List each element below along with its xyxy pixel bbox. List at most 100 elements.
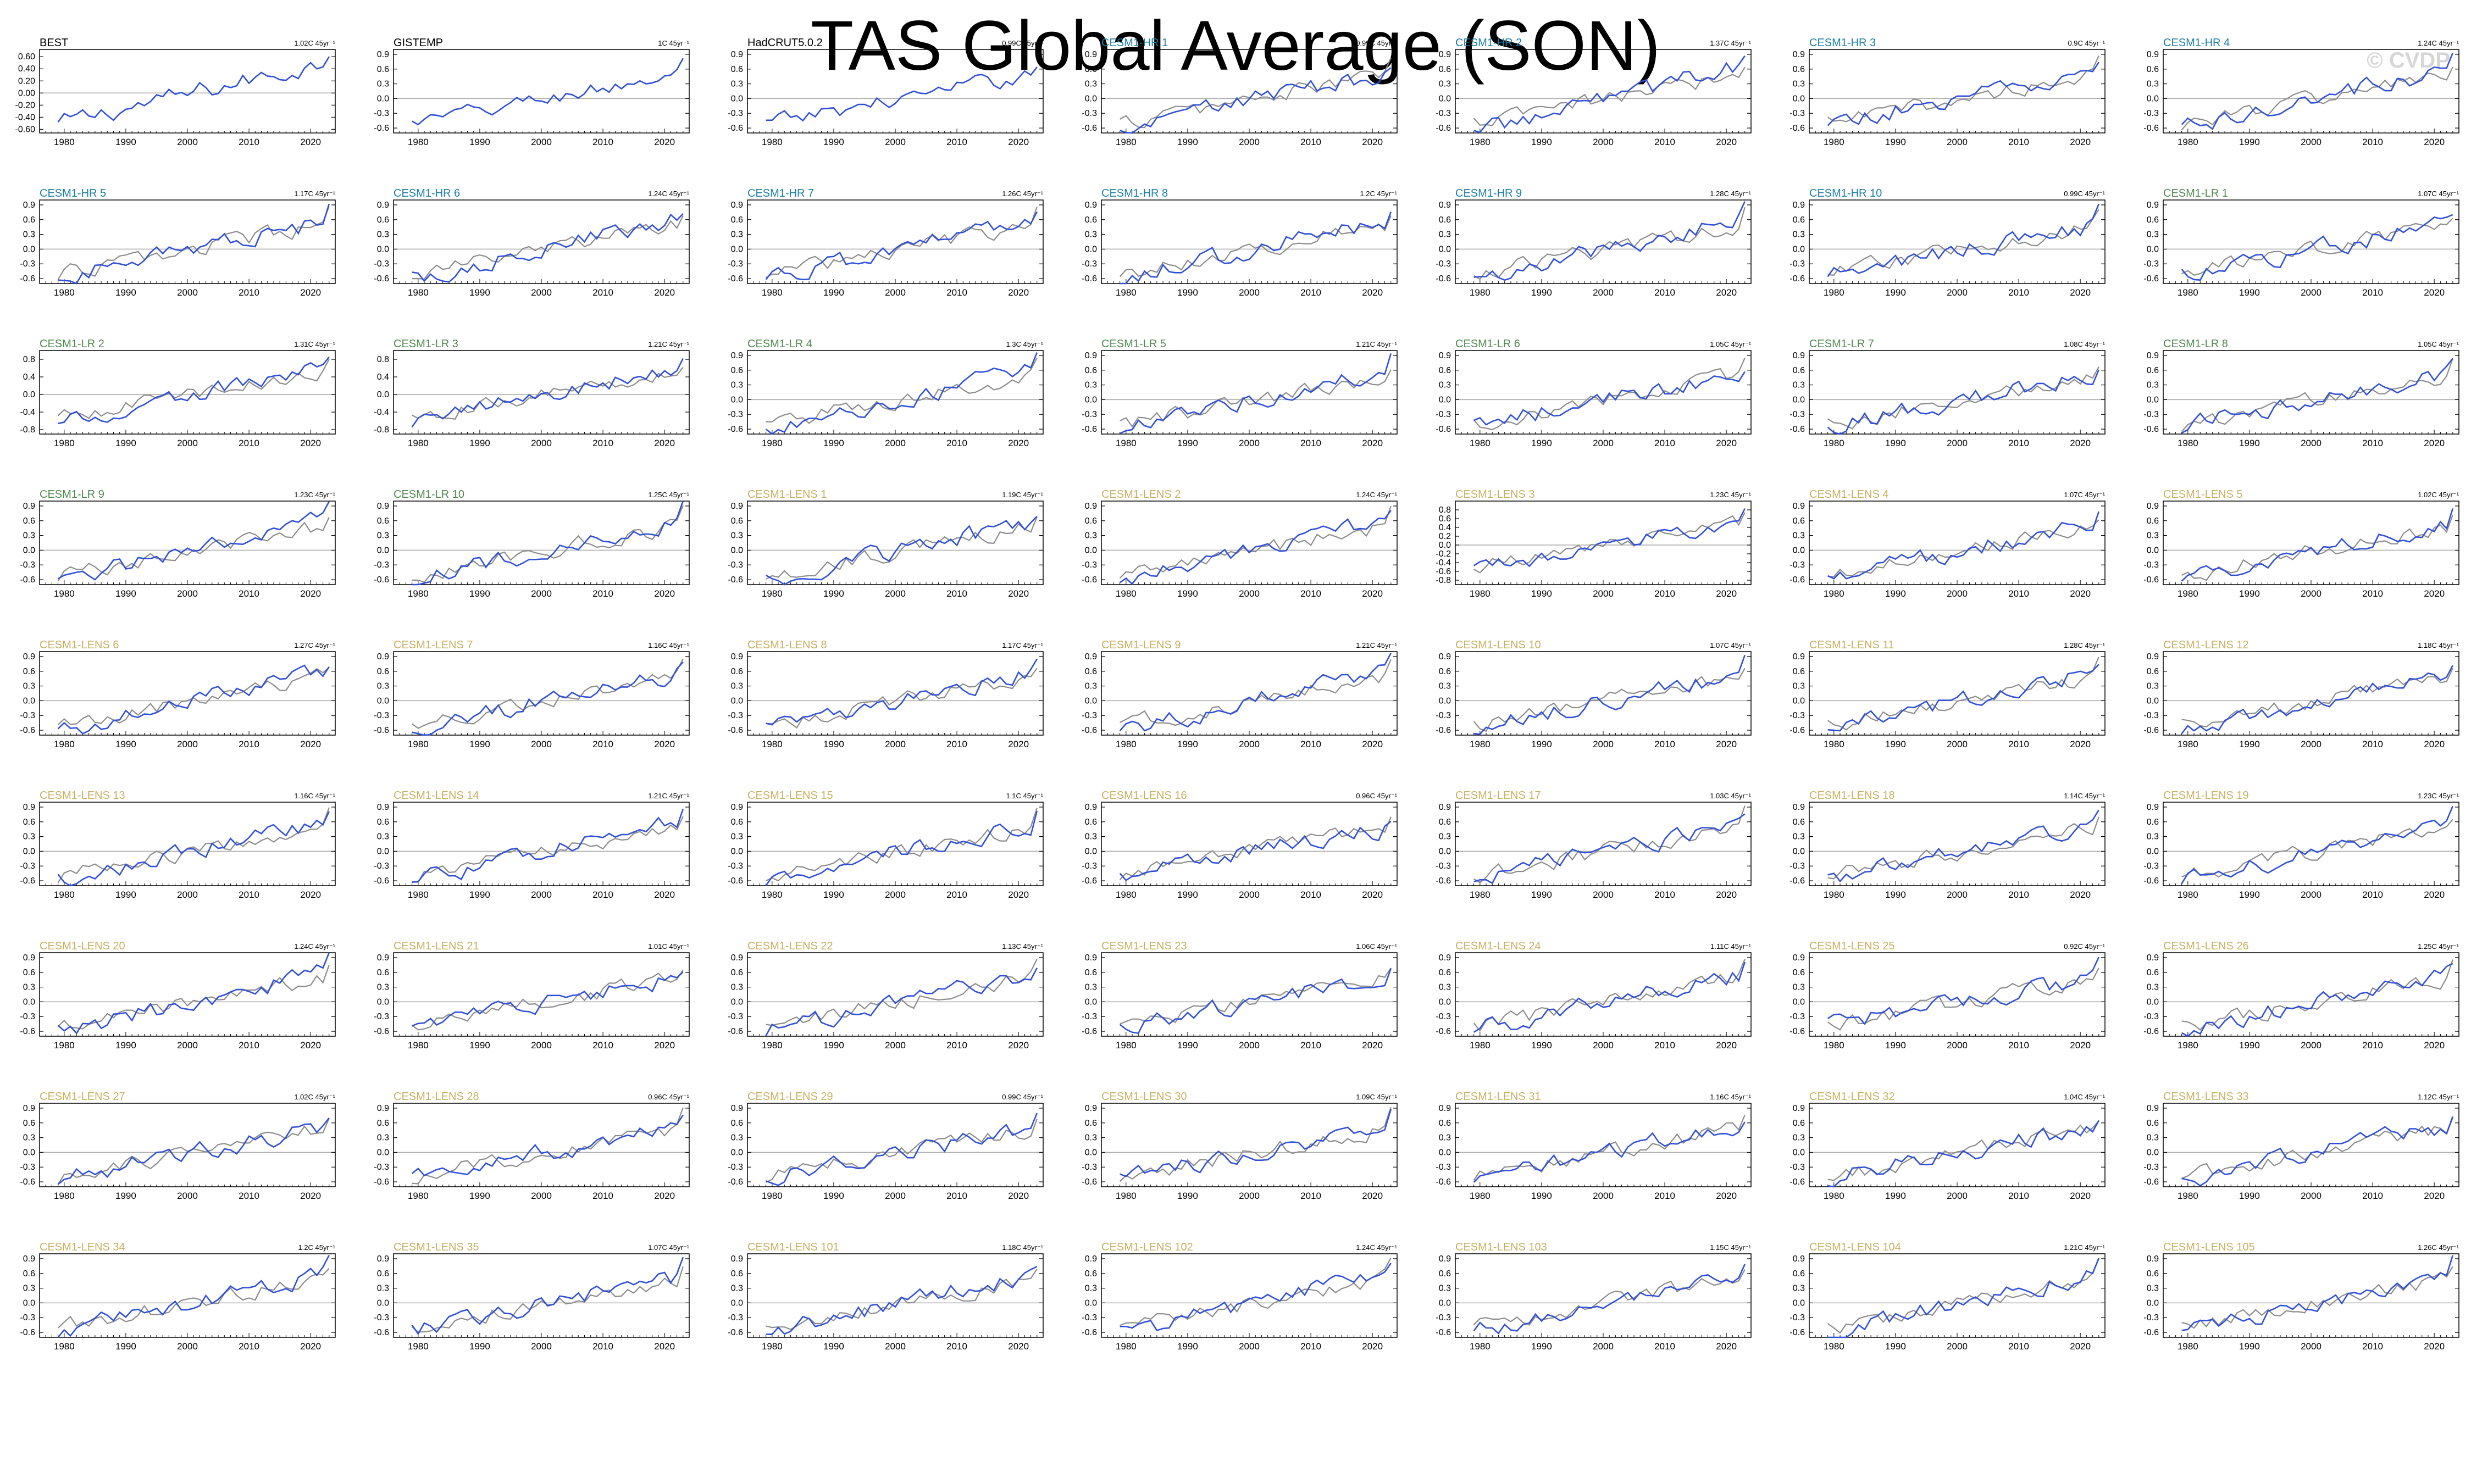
panel-trend-label: 1.02C 45yr⁻¹: [294, 39, 335, 47]
x-tick-label: 1990: [1177, 1040, 1198, 1051]
plot-frame: [1101, 199, 1398, 284]
panel-title: CESM1-LENS 1: [747, 488, 827, 501]
series-line-model: [411, 358, 684, 427]
x-tick-label: 2020: [1362, 739, 1383, 749]
series-line-model: [1120, 212, 1392, 285]
x-tick-label: 1990: [2239, 588, 2260, 599]
y-tick-label: -0.3: [1436, 259, 1451, 269]
y-tick-label: -0.3: [728, 259, 743, 269]
y-tick-label: -0.3: [1082, 560, 1097, 570]
x-tick-label: 2020: [1362, 1040, 1383, 1051]
plot-frame: [1809, 802, 2106, 886]
x-tick-label: 2000: [885, 438, 906, 448]
x-tick-label: 2010: [592, 588, 613, 599]
panel-title: CESM1-LENS 33: [2163, 1091, 2249, 1103]
plot-frame: [1455, 1103, 1752, 1187]
plot-frame: [393, 199, 690, 284]
x-tick-label: 2000: [2301, 438, 2322, 448]
y-tick-label: -0.6: [1082, 1328, 1097, 1337]
y-tick-label: 0.9: [2147, 652, 2159, 662]
y-tick-label: -0.3: [1436, 410, 1451, 419]
series-line-observed: [2181, 819, 2453, 878]
y-tick-label: 0.3: [377, 531, 389, 541]
x-tick-label: 2000: [1593, 137, 1614, 147]
y-tick-label: -0.3: [1789, 560, 1805, 570]
panel-trend-label: 1.26C 45yr⁻¹: [2418, 1243, 2459, 1252]
series-line-observed: [2181, 668, 2453, 727]
x-tick-label: 1980: [762, 1040, 783, 1051]
y-tick-label: 0.3: [2147, 832, 2159, 842]
panel: 0.9 0.6 0.3 0.0 -0.3 -0.6 1980 1990 2000 2010 2020…: [728, 488, 1044, 599]
series-line-model: [766, 1113, 1038, 1186]
series-line-model: [412, 971, 684, 1027]
series-line-model: [57, 1117, 330, 1185]
y-tick-label: 0.3: [2147, 682, 2159, 691]
y-tick-label: 0.6: [23, 968, 35, 977]
panel-title: CESM1-LENS 32: [1809, 1091, 1895, 1103]
x-tick-label: 1990: [115, 1341, 136, 1352]
y-tick-label: 0.0: [731, 244, 743, 254]
y-tick-label: 0.6: [1439, 1119, 1451, 1128]
series-line-observed: [1119, 215, 1392, 277]
y-tick-label: -0.3: [374, 109, 389, 118]
y-tick-label: -0.6: [1789, 726, 1805, 735]
y-tick-label: 0.9: [1439, 1104, 1451, 1113]
x-tick-label: 2000: [1593, 438, 1614, 448]
y-tick-label: 0.00: [18, 88, 35, 98]
plot-frame: [747, 350, 1044, 435]
x-tick-label: 1990: [469, 287, 490, 298]
panel: 0.8 0.4 0.0 -0.4 -0.8 1980 1990 2000 2010 2020 CES…: [374, 338, 690, 448]
y-tick-label: -0.3: [1789, 1163, 1805, 1172]
y-tick-label: -0.3: [1082, 410, 1097, 419]
plot-frame: [2163, 49, 2459, 134]
y-tick-label: 0.6: [2147, 215, 2159, 225]
x-tick-label: 2010: [592, 890, 613, 900]
series-line-observed: [412, 366, 684, 420]
y-tick-label: -0.6: [20, 575, 35, 585]
y-tick-label: -0.3: [2143, 711, 2159, 720]
y-tick-label: -0.3: [1789, 109, 1805, 118]
x-tick-label: 2020: [654, 588, 675, 599]
x-tick-label: 2020: [300, 1341, 321, 1352]
x-tick-label: 2020: [2070, 438, 2091, 448]
panel-trend-label: 1.07C 45yr⁻¹: [2418, 190, 2459, 198]
x-tick-label: 2000: [1593, 739, 1614, 749]
y-tick-label: 0.3: [23, 983, 35, 992]
x-tick-label: 2010: [592, 438, 613, 448]
y-tick-label: 0.0: [2147, 244, 2159, 254]
y-tick-label: -0.3: [1436, 711, 1451, 720]
x-tick-label: 1980: [762, 287, 783, 298]
panel-title: CESM1-HR 7: [747, 187, 814, 199]
panel-trend-label: 1.25C 45yr⁻¹: [648, 491, 689, 499]
x-tick-label: 2000: [2301, 739, 2322, 749]
y-tick-label: 0.6: [2147, 1269, 2159, 1279]
y-tick-label: 0.9: [1793, 351, 1805, 360]
panel: 0.9 0.6 0.3 0.0 -0.3 -0.6 1980 1990 2000 2010 2020…: [1789, 338, 2106, 448]
plot-frame: [1809, 1253, 2106, 1338]
y-tick-label: 0.6: [377, 516, 389, 526]
series-line-model: [1120, 1109, 1392, 1177]
y-tick-label: -0.3: [2143, 410, 2159, 419]
panel-trend-label: 1.24C 45yr⁻¹: [294, 942, 335, 951]
x-tick-label: 1990: [823, 588, 844, 599]
y-tick-label: 0.9: [1793, 50, 1805, 59]
y-tick-label: -0.3: [2143, 259, 2159, 269]
y-tick-label: 0.3: [377, 230, 389, 240]
y-tick-label: 0.9: [731, 50, 743, 59]
x-tick-label: 1990: [823, 890, 844, 900]
x-tick-label: 2010: [2008, 1040, 2029, 1051]
panel-title: BEST: [40, 37, 68, 49]
panel: 0.9 0.6 0.3 0.0 -0.3 -0.6 1980 1990 2000 2010 2020…: [2143, 338, 2459, 448]
y-tick-label: 0.0: [1439, 997, 1451, 1007]
y-tick-label: 0.0: [2147, 1298, 2159, 1308]
panel: 0.9 0.6 0.3 0.0 -0.3 -0.6 1980 1990 2000 2010 2020…: [374, 940, 690, 1051]
series-line-observed: [1473, 668, 1746, 732]
y-tick-label: 0.9: [1085, 502, 1097, 511]
series-line-observed: [1120, 57, 1392, 129]
y-tick-label: 0.6: [2147, 366, 2159, 375]
x-tick-label: 1980: [408, 287, 429, 298]
y-tick-label: 0.9: [1085, 803, 1097, 812]
y-tick-label: -0.3: [1789, 1012, 1805, 1021]
y-tick-label: 0.0: [1793, 997, 1805, 1007]
series-line-observed: [1827, 55, 2099, 123]
